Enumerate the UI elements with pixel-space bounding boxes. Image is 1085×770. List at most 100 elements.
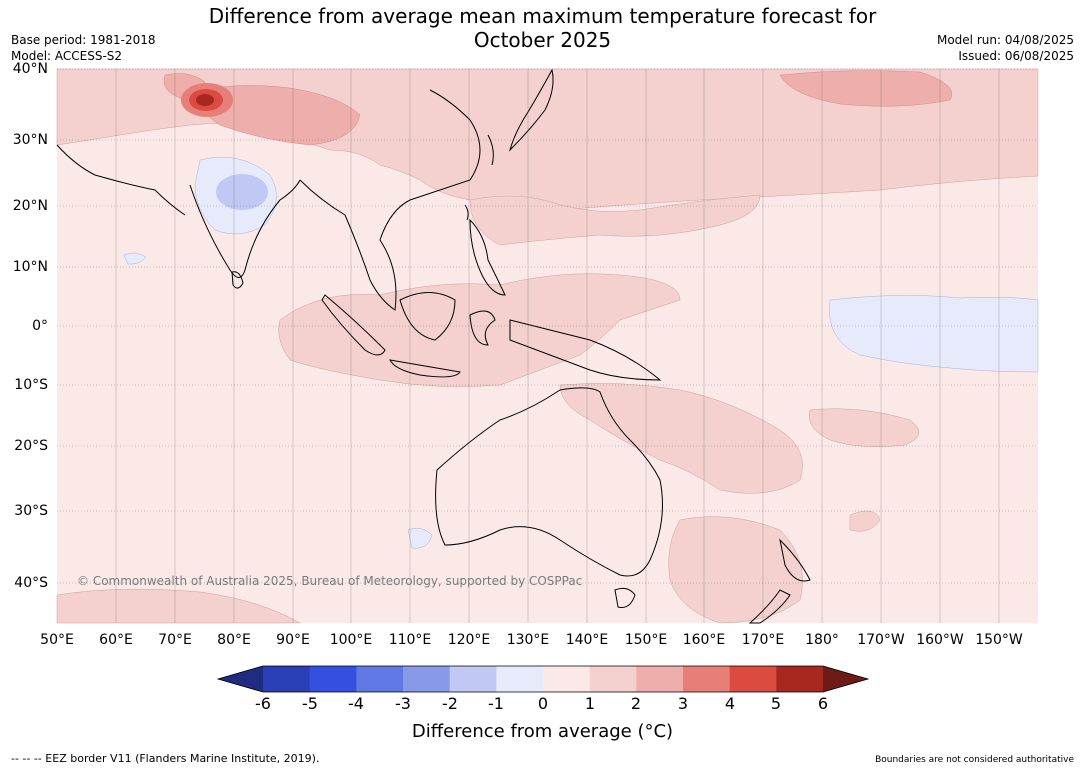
new-zealand-south [748,589,791,624]
copyright-notice: © Commonwealth of Australia 2025, Bureau… [77,574,583,588]
new-zealand-north [779,538,811,582]
boundaries-disclaimer: Boundaries are not considered authoritat… [875,755,1074,765]
anomaly-indian-ocean-cool [407,528,433,549]
colorbar-segment-2 [309,666,357,692]
colorbar-tick-5: 5 [770,694,782,713]
lon-label-100e: 100°E [329,632,373,648]
lon-label-150w: 150°W [975,632,1023,648]
colorbar-segment-10 [683,666,731,692]
colorbar-tick-2: 2 [630,694,642,713]
colorbar-tick-6: 6 [817,694,829,713]
lat-label-10n: 10°N [12,259,48,275]
anomaly-north-pacific [469,194,761,246]
colorbar-segment-8 [589,666,637,692]
colorbar-segment-7 [543,666,591,692]
lat-label-30s: 30°S [14,503,48,519]
lon-label-90e: 90°E [276,632,310,648]
meta-left: Base period: 1981-2018 Model: ACCESS-S2 [11,32,156,64]
colorbar-segment-5 [449,666,497,692]
anomaly-india-deep-cool [216,174,268,210]
lon-label-120e: 120°E [447,632,491,648]
title-line-2: October 2025 [473,28,612,52]
anomaly-north-pacific-warm [779,70,953,107]
southeast-asia-coast [299,89,481,311]
meridians [115,69,1000,623]
japan-coast [509,68,554,152]
australia-coast [435,387,663,577]
korea-coast [487,134,494,166]
india-coast [189,179,301,278]
colorbar-segment-9 [636,666,684,692]
colorbar-segment-3 [356,666,404,692]
lon-label-60e: 60°E [99,632,133,648]
colorbar-tick-minus5: -5 [302,694,318,713]
anomaly-coral-sea [559,383,803,494]
lon-label-140e: 140°E [565,632,609,648]
sri-lanka-coast [231,271,244,289]
colorbar-segment-11 [729,666,777,692]
lon-label-160w: 160°W [916,632,964,648]
model-name: Model: ACCESS-S2 [11,49,123,63]
lon-label-170w: 170°W [857,632,905,648]
lat-label-equator: 0° [32,318,48,334]
tasmania-coast [614,587,636,608]
lon-label-160e: 160°E [682,632,726,648]
lat-label-20n: 20°N [12,198,48,214]
lon-label-110e: 110°E [388,632,432,648]
lat-label-40n: 40°N [12,61,48,77]
anomaly-southwest [56,588,301,624]
issued-date: Issued: 06/08/2025 [958,49,1074,63]
colorbar-title: Difference from average (°C) [411,721,674,742]
lon-label-80e: 80°E [217,632,251,648]
colorbar-segment-6 [496,666,544,692]
lon-label-180: 180° [805,632,839,648]
anomaly-tasman [668,516,803,624]
borneo-coast [399,292,456,341]
colorbar-tick-minus6: -6 [255,694,271,713]
colorbar-segment-1 [263,666,311,692]
lat-label-20s: 20°S [14,438,48,454]
philippines-coast [469,218,506,296]
anomaly-south-pacific [808,408,919,447]
colorbar-tick-minus2: -2 [442,694,458,713]
new-guinea-coast [509,319,662,381]
colorbar [218,666,868,692]
java-coast [389,359,461,378]
colorbar-tick-minus1: -1 [488,694,504,713]
meta-right: Model run: 04/08/2025 Issued: 06/08/2025 [937,32,1074,64]
lat-label-40s: 40°S [14,575,48,591]
colorbar-tick-0: 0 [537,694,549,713]
anomaly-2-3-regions [163,70,953,146]
lat-label-10s: 10°S [14,377,48,393]
lon-label-170e: 170°E [741,632,785,648]
colorbar-extend-high [823,666,868,692]
anomaly-arabian-sea-cool [123,252,147,265]
model-run: Model run: 04/08/2025 [936,33,1074,47]
colorbar-extend-low [218,666,263,692]
hotspot-5-6 [196,94,214,106]
colorbar-tick-1: 1 [584,694,596,713]
sulawesi-coast [469,310,496,346]
colorbar-tick-minus4: -4 [348,694,364,713]
lon-label-70e: 70°E [158,632,192,648]
colorbar-tick-4: 4 [724,694,736,713]
colorbar-tick-3: 3 [677,694,689,713]
colorbar-segment-12 [776,666,824,692]
colorbar-outline [216,665,870,693]
colorbar-segment-4 [403,666,451,692]
lat-label-30n: 30°N [12,132,48,148]
base-period: Base period: 1981-2018 [11,33,156,47]
coastlines [56,68,811,624]
sumatra-coast [321,294,386,356]
lon-label-150e: 150°E [624,632,668,648]
anomaly-tibet [201,85,361,146]
anomaly-south-central [849,510,881,532]
title-line-1: Difference from average mean maximum tem… [208,4,877,28]
chart-title: Difference from average mean maximum tem… [0,4,1085,52]
anomaly-maritime-continent [278,273,681,387]
arabia-coast [56,144,186,216]
lon-label-50e: 50°E [40,632,74,648]
eez-border-note: -- -- -- EEZ border V11 (Flanders Marine… [11,752,320,765]
anomaly-hotspot [181,83,233,117]
